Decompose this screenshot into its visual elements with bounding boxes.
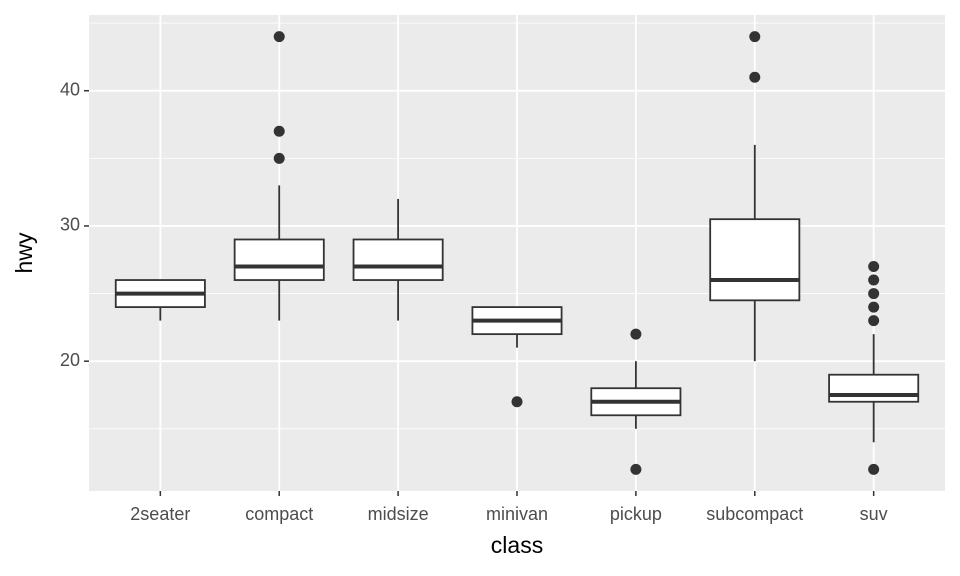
x-tick-label: pickup: [610, 504, 662, 524]
y-axis-title: hwy: [11, 232, 37, 273]
x-axis-title: class: [491, 532, 543, 558]
outlier: [273, 152, 285, 164]
outlier: [749, 31, 761, 43]
outlier: [630, 328, 642, 340]
outlier: [749, 71, 761, 83]
x-tick-label: compact: [245, 504, 313, 524]
outlier: [273, 125, 285, 137]
x-tick-label: 2seater: [130, 504, 190, 524]
y-tick-label: 40: [60, 79, 80, 99]
outlier: [868, 288, 880, 300]
outlier: [511, 396, 523, 408]
x-tick-label: minivan: [486, 504, 548, 524]
x-tick-label: subcompact: [706, 504, 803, 524]
box: [828, 373, 920, 403]
box: [709, 218, 801, 302]
outlier: [630, 463, 642, 475]
box: [233, 238, 325, 281]
y-tick-label: 20: [60, 350, 80, 370]
outlier: [868, 463, 880, 475]
outlier: [868, 274, 880, 286]
outlier: [868, 301, 880, 313]
outlier: [868, 261, 880, 273]
x-tick-label: midsize: [368, 504, 429, 524]
outlier: [273, 31, 285, 43]
outlier: [868, 315, 880, 327]
box: [352, 238, 444, 281]
x-tick-label: suv: [860, 504, 888, 524]
y-tick-label: 30: [60, 215, 80, 235]
